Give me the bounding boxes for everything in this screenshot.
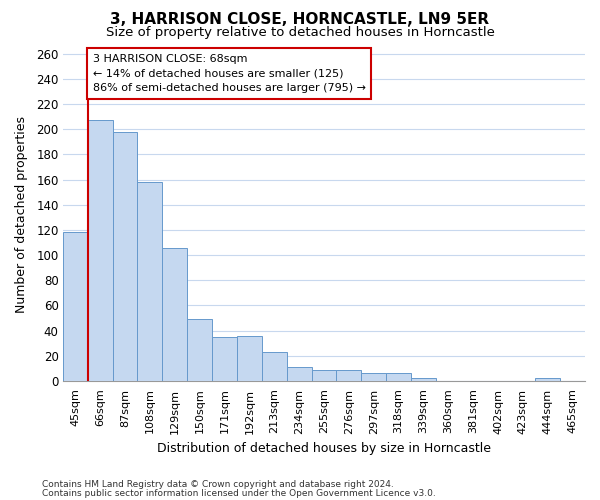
Bar bbox=[237, 336, 262, 381]
Bar bbox=[212, 337, 237, 381]
Text: Contains public sector information licensed under the Open Government Licence v3: Contains public sector information licen… bbox=[42, 488, 436, 498]
Bar bbox=[287, 367, 311, 381]
Bar bbox=[163, 248, 187, 381]
Bar bbox=[88, 120, 113, 381]
Text: Size of property relative to detached houses in Horncastle: Size of property relative to detached ho… bbox=[106, 26, 494, 39]
Bar bbox=[311, 370, 337, 381]
Text: Contains HM Land Registry data © Crown copyright and database right 2024.: Contains HM Land Registry data © Crown c… bbox=[42, 480, 394, 489]
Bar bbox=[337, 370, 361, 381]
Y-axis label: Number of detached properties: Number of detached properties bbox=[15, 116, 28, 312]
Text: 3 HARRISON CLOSE: 68sqm
← 14% of detached houses are smaller (125)
86% of semi-d: 3 HARRISON CLOSE: 68sqm ← 14% of detache… bbox=[93, 54, 366, 94]
Bar bbox=[262, 352, 287, 381]
X-axis label: Distribution of detached houses by size in Horncastle: Distribution of detached houses by size … bbox=[157, 442, 491, 455]
Bar bbox=[386, 374, 411, 381]
Text: 3, HARRISON CLOSE, HORNCASTLE, LN9 5ER: 3, HARRISON CLOSE, HORNCASTLE, LN9 5ER bbox=[110, 12, 490, 28]
Bar bbox=[63, 232, 88, 381]
Bar bbox=[361, 374, 386, 381]
Bar bbox=[535, 378, 560, 381]
Bar bbox=[187, 320, 212, 381]
Bar bbox=[411, 378, 436, 381]
Bar bbox=[137, 182, 163, 381]
Bar bbox=[113, 132, 137, 381]
